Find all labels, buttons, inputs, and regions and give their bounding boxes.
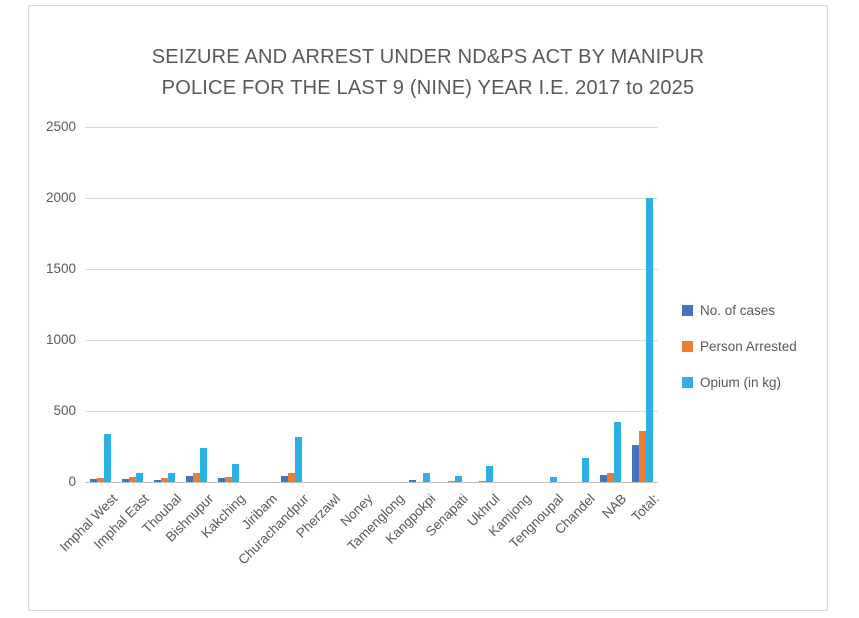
- bar-no-of-cases: [90, 479, 97, 482]
- bar-opium-in-kg-: [136, 473, 143, 482]
- bar-opium-in-kg-: [486, 466, 493, 482]
- y-axis-tick-label: 2500: [45, 119, 76, 134]
- bar-person-arrested: [448, 481, 455, 482]
- gridline: [85, 198, 658, 199]
- bar-person-arrested: [639, 431, 646, 482]
- chart-frame: [28, 5, 828, 611]
- bar-person-arrested: [129, 477, 136, 482]
- y-axis-tick-label: 0: [68, 474, 76, 489]
- legend-swatch-icon: [682, 377, 693, 388]
- bar-opium-in-kg-: [104, 434, 111, 482]
- y-axis-tick-label: 2000: [45, 190, 76, 205]
- bar-no-of-cases: [154, 480, 161, 482]
- gridline: [85, 127, 658, 128]
- chart-title: SEIZURE AND ARREST UNDER ND&PS ACT BY MA…: [29, 42, 827, 104]
- legend-label: Opium (in kg): [700, 375, 782, 390]
- bar-person-arrested: [225, 477, 232, 482]
- y-axis-tick-label: 1500: [45, 261, 76, 276]
- bar-person-arrested: [97, 478, 104, 482]
- bar-opium-in-kg-: [200, 448, 207, 482]
- legend-item: Opium (in kg): [682, 375, 797, 390]
- bar-no-of-cases: [632, 445, 639, 482]
- y-axis-tick-label: 1000: [45, 332, 76, 347]
- legend-item: Person Arrested: [682, 339, 797, 354]
- bar-opium-in-kg-: [614, 422, 621, 482]
- bar-opium-in-kg-: [550, 477, 557, 482]
- bar-no-of-cases: [218, 478, 225, 482]
- legend-swatch-icon: [682, 341, 693, 352]
- bar-opium-in-kg-: [423, 473, 430, 482]
- bar-opium-in-kg-: [582, 458, 589, 482]
- gridline: [85, 340, 658, 341]
- bar-no-of-cases: [600, 475, 607, 482]
- bar-opium-in-kg-: [455, 476, 462, 482]
- bar-person-arrested: [607, 473, 614, 482]
- bar-person-arrested: [479, 481, 486, 482]
- bar-opium-in-kg-: [232, 464, 239, 482]
- legend-swatch-icon: [682, 305, 693, 316]
- x-axis-line: [85, 482, 658, 483]
- bar-no-of-cases: [409, 480, 416, 482]
- bar-person-arrested: [161, 478, 168, 482]
- chart-title-line-2: POLICE FOR THE LAST 9 (NINE) YEAR I.E. 2…: [161, 77, 695, 99]
- bar-no-of-cases: [281, 476, 288, 482]
- bar-opium-in-kg-: [295, 437, 302, 482]
- legend-item: No. of cases: [682, 303, 797, 318]
- bar-opium-in-kg-: [168, 473, 175, 482]
- bar-no-of-cases: [122, 479, 129, 482]
- bar-person-arrested: [193, 473, 200, 482]
- legend-label: No. of cases: [700, 303, 776, 318]
- gridline: [85, 269, 658, 270]
- legend-label: Person Arrested: [700, 339, 797, 354]
- bar-person-arrested: [288, 473, 295, 482]
- bar-no-of-cases: [186, 476, 193, 482]
- legend: No. of cases Person Arrested Opium (in kg): [682, 303, 797, 411]
- bar-opium-in-kg-: [646, 198, 653, 482]
- gridline: [85, 411, 658, 412]
- chart-title-line-1: SEIZURE AND ARREST UNDER ND&PS ACT BY MA…: [151, 46, 705, 68]
- y-axis-tick-label: 500: [53, 403, 76, 418]
